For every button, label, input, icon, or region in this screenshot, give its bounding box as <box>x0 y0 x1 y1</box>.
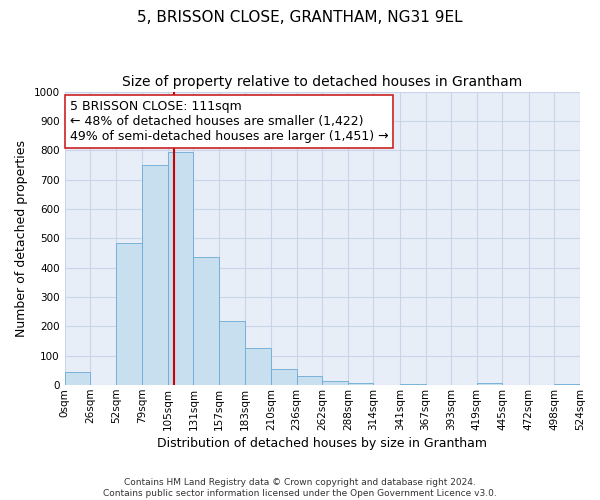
Text: 5 BRISSON CLOSE: 111sqm
← 48% of detached houses are smaller (1,422)
49% of semi: 5 BRISSON CLOSE: 111sqm ← 48% of detache… <box>70 100 388 144</box>
Bar <box>348 383 373 385</box>
Bar <box>322 380 348 385</box>
Text: 5, BRISSON CLOSE, GRANTHAM, NG31 9EL: 5, BRISSON CLOSE, GRANTHAM, NG31 9EL <box>137 10 463 25</box>
Bar <box>116 243 142 385</box>
Bar <box>271 369 296 385</box>
Bar <box>477 383 502 385</box>
Bar <box>219 320 245 385</box>
X-axis label: Distribution of detached houses by size in Grantham: Distribution of detached houses by size … <box>157 437 487 450</box>
Title: Size of property relative to detached houses in Grantham: Size of property relative to detached ho… <box>122 75 523 89</box>
Bar <box>296 376 322 385</box>
Bar <box>142 165 168 385</box>
Bar <box>193 258 219 385</box>
Bar <box>245 348 271 385</box>
Bar <box>554 384 580 385</box>
Text: Contains HM Land Registry data © Crown copyright and database right 2024.
Contai: Contains HM Land Registry data © Crown c… <box>103 478 497 498</box>
Y-axis label: Number of detached properties: Number of detached properties <box>15 140 28 337</box>
Bar <box>65 372 90 385</box>
Bar <box>168 152 193 385</box>
Bar <box>400 384 425 385</box>
